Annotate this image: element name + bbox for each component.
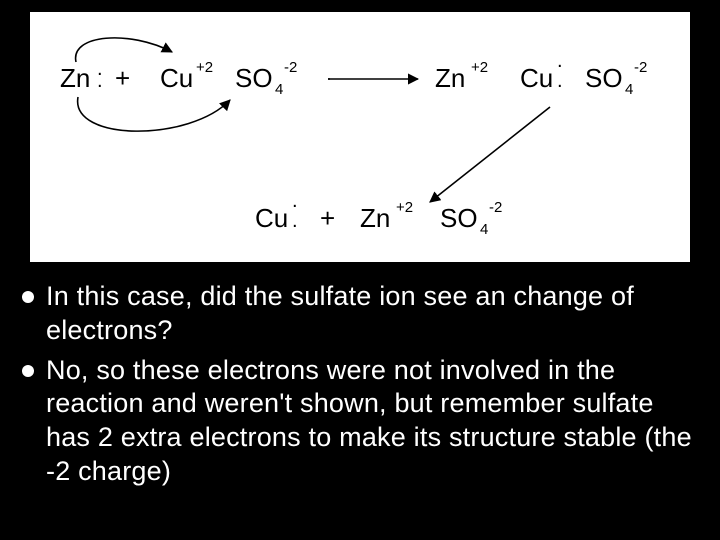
row1-cu: Cu . . bbox=[520, 50, 563, 93]
bullet-icon bbox=[22, 291, 34, 303]
row2-zn2plus: Zn +2 bbox=[360, 199, 413, 233]
cu-label: Cu bbox=[160, 63, 193, 93]
so4b-sup: -2 bbox=[634, 59, 647, 76]
r2-so4-sub: 4 bbox=[480, 221, 488, 238]
list-item: No, so these electrons were not involved… bbox=[22, 354, 698, 489]
plus-1: + bbox=[115, 63, 130, 93]
reaction-diagram: Zn . . + Cu +2 SO 4 -2 Zn +2 bbox=[30, 12, 690, 262]
r2-cu-label: Cu bbox=[255, 203, 288, 233]
r2-plus: + bbox=[320, 203, 335, 233]
zn-dot2: . bbox=[97, 58, 103, 80]
r2-zn-sup: +2 bbox=[396, 199, 413, 216]
row1-cu2plus: Cu +2 bbox=[160, 59, 213, 93]
cu2-dot2: . bbox=[557, 50, 563, 72]
electron-arrow-top bbox=[76, 38, 172, 62]
row2-cu: Cu . . bbox=[255, 190, 298, 233]
so4-sub: 4 bbox=[275, 81, 283, 98]
cu2-dot1: . bbox=[557, 70, 563, 92]
electron-arrow-bottom bbox=[78, 97, 230, 131]
r2-so4-label: SO bbox=[440, 203, 478, 233]
bullet-text-1: In this case, did the sulfate ion see an… bbox=[46, 280, 698, 348]
list-item: In this case, did the sulfate ion see an… bbox=[22, 280, 698, 348]
diag-arrow bbox=[430, 107, 550, 202]
r2-zn-label: Zn bbox=[360, 203, 390, 233]
row1-zn: Zn . . bbox=[60, 58, 103, 93]
so4-label: SO bbox=[235, 63, 273, 93]
zn-label: Zn bbox=[60, 63, 90, 93]
zn2-sup: +2 bbox=[471, 59, 488, 76]
so4-sup: -2 bbox=[284, 59, 297, 76]
cu-sup: +2 bbox=[196, 59, 213, 76]
reaction-svg: Zn . . + Cu +2 SO 4 -2 Zn +2 bbox=[30, 12, 690, 262]
bullet-text-2: No, so these electrons were not involved… bbox=[46, 354, 698, 489]
slide: { "diagram": { "background": "#ffffff", … bbox=[0, 0, 720, 540]
row1-so4b: SO 4 -2 bbox=[585, 59, 647, 98]
row1-so4: SO 4 -2 bbox=[235, 59, 297, 98]
bullet-list: In this case, did the sulfate ion see an… bbox=[22, 280, 698, 495]
so4b-label: SO bbox=[585, 63, 623, 93]
so4b-sub: 4 bbox=[625, 81, 633, 98]
row1-zn2plus: Zn +2 bbox=[435, 59, 488, 93]
r2-so4-sup: -2 bbox=[489, 199, 502, 216]
zn2-label: Zn bbox=[435, 63, 465, 93]
bullet-icon bbox=[22, 365, 34, 377]
r2-cu-dot2: . bbox=[292, 190, 298, 212]
row2-so4: SO 4 -2 bbox=[440, 199, 502, 238]
r2-cu-dot1: . bbox=[292, 210, 298, 232]
cu2-label: Cu bbox=[520, 63, 553, 93]
